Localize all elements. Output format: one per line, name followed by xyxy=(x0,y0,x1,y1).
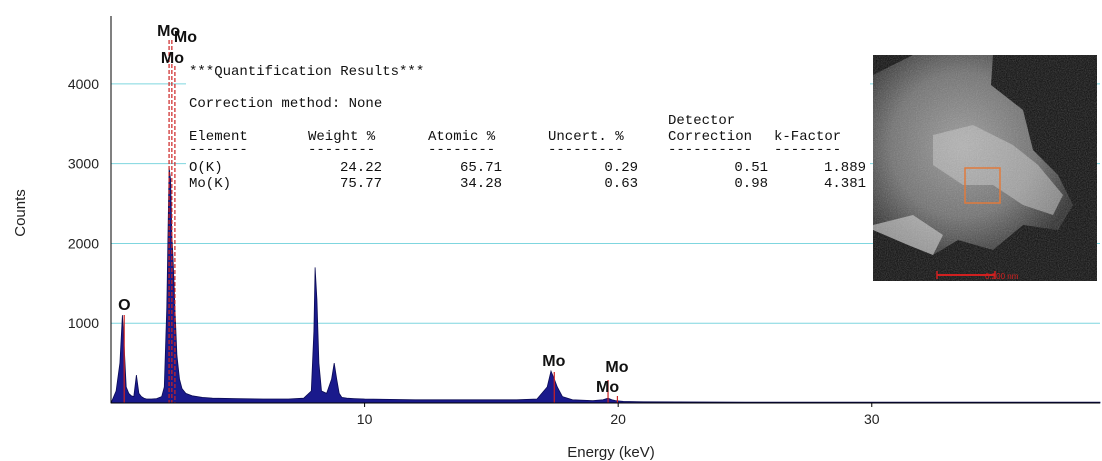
quant-cell: 1.889 xyxy=(823,160,866,176)
quant-column-header: Correction xyxy=(668,129,753,145)
quant-column-header: Uncert. % xyxy=(548,129,624,145)
peak-label: Mo xyxy=(605,359,628,376)
quant-cell: O(K) xyxy=(189,160,223,176)
peak-label: Mo xyxy=(157,23,180,40)
quant-cell: 75.77 xyxy=(339,176,382,192)
quant-separator: --------- xyxy=(548,142,624,158)
peak-label: O xyxy=(118,297,130,314)
quant-separator: ---------- xyxy=(668,142,753,158)
scale-bar-label: 0.200 nm xyxy=(985,272,1019,281)
quant-title: ***Quantification Results*** xyxy=(189,64,425,80)
quant-column-header: Atomic % xyxy=(428,129,496,145)
quant-separator: -------- xyxy=(774,142,842,158)
quant-separator: ------- xyxy=(189,142,248,158)
spectrum-area xyxy=(110,167,1101,404)
quant-separator: -------- xyxy=(308,142,376,158)
axes xyxy=(110,16,1100,404)
x-tick-label: 10 xyxy=(357,411,373,427)
x-tick-label: 30 xyxy=(864,411,880,427)
roi-box xyxy=(964,167,1001,204)
y-tick-label: 3000 xyxy=(68,156,99,172)
quant-cell: 0.63 xyxy=(604,176,638,192)
quant-separator: -------- xyxy=(428,142,496,158)
quant-cell: 34.28 xyxy=(459,176,502,192)
quant-cell: 4.381 xyxy=(823,176,866,192)
peak-label: Mo xyxy=(542,353,565,370)
quant-cell: 65.71 xyxy=(459,160,502,176)
quant-cell: 24.22 xyxy=(339,160,382,176)
y-axis-title: Counts xyxy=(12,189,29,237)
peak-label: Mo xyxy=(174,29,197,46)
sem-micrograph: 0.200 nm xyxy=(873,55,1097,281)
quant-method: Correction method: None xyxy=(189,96,383,112)
y-tick-label: 1000 xyxy=(68,315,99,331)
peak-label: Mo xyxy=(161,50,184,67)
y-tick-labels: 1000 2000 3000 4000 xyxy=(68,76,99,331)
x-tick-labels: 10 20 30 xyxy=(357,403,880,427)
x-tick-label: 20 xyxy=(610,411,626,427)
quant-cell: Mo(K) xyxy=(189,176,232,192)
y-tick-label: 4000 xyxy=(68,76,99,92)
quant-column-header: k-Factor xyxy=(774,129,842,145)
quant-column-header: Weight % xyxy=(308,129,376,145)
peak-label: Mo xyxy=(596,379,619,396)
quant-column-header: Detector xyxy=(668,113,736,129)
x-axis-title: Energy (keV) xyxy=(567,444,655,461)
quant-column-header: Element xyxy=(189,129,248,145)
quantification-results-panel: ***Quantification Results*** Correction … xyxy=(186,58,870,208)
quant-cell: 0.29 xyxy=(604,160,638,176)
y-tick-label: 2000 xyxy=(68,235,99,251)
quant-cell: 0.98 xyxy=(734,176,768,192)
quant-cell: 0.51 xyxy=(734,160,768,176)
